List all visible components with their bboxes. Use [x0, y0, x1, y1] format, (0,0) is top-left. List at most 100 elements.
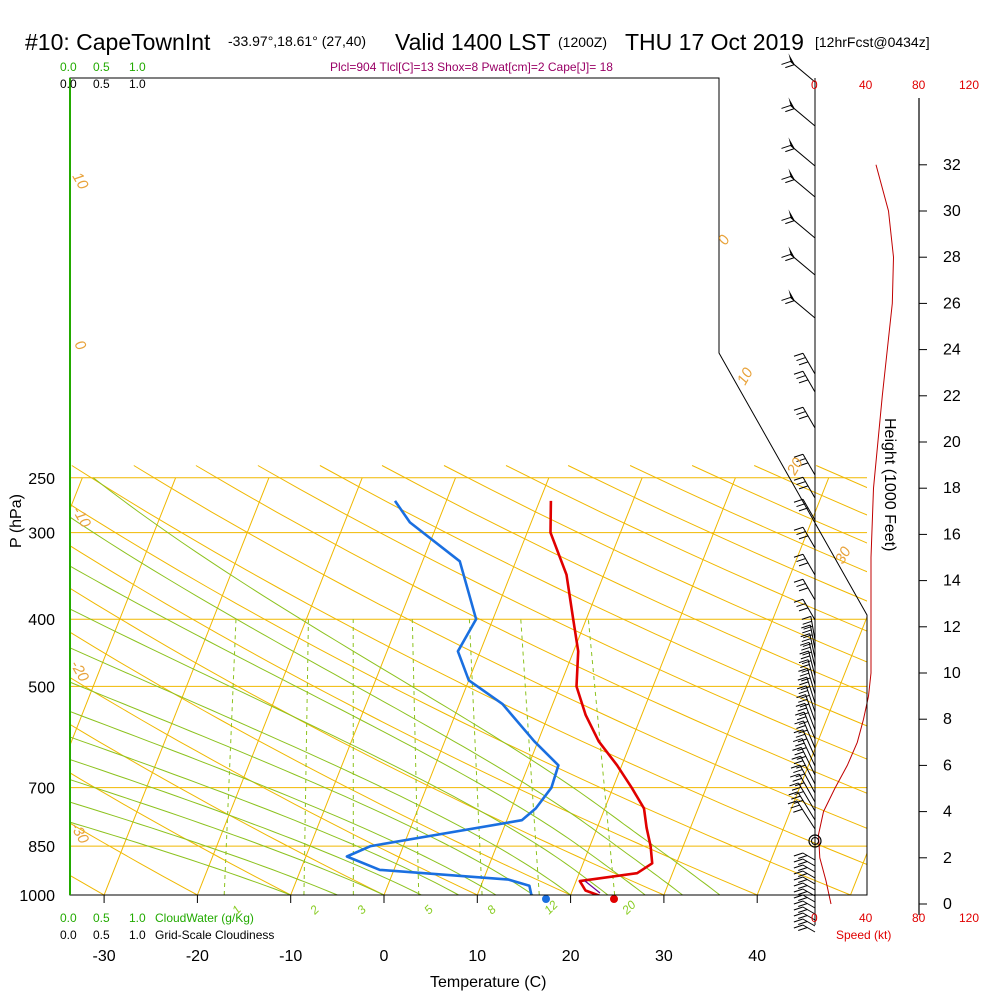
height-tick-label: 20 — [943, 434, 961, 451]
wind-barb — [793, 852, 816, 861]
parcel-trace-line — [584, 880, 601, 894]
dry-adiabat-line — [257, 465, 867, 760]
wind-barb — [795, 702, 816, 731]
temperature-tick-label: -20 — [186, 948, 209, 965]
pressure-tick-label: 850 — [28, 839, 55, 856]
wind-barb — [801, 624, 816, 650]
station-coords: -33.97°,18.61° (27,40) — [228, 33, 366, 49]
temperature-tick-label: 40 — [748, 948, 766, 965]
mixing-ratio-label: 5 — [421, 902, 436, 917]
wind-barb — [793, 858, 816, 867]
wind-barb — [793, 729, 816, 758]
moist-adiabat-line — [70, 801, 338, 895]
height-tick-label: 32 — [943, 157, 961, 174]
wind-barb — [801, 615, 816, 641]
wind-barb — [781, 246, 816, 276]
wind-barb — [781, 168, 816, 198]
wind-barb — [789, 782, 816, 812]
height-tick-label: 12 — [943, 619, 961, 636]
mixing-ratio-line — [303, 619, 309, 895]
wind-barb — [793, 598, 816, 621]
temperature-tick-label: -10 — [279, 948, 302, 965]
height-tick-label: 6 — [943, 757, 952, 774]
wind-barb — [793, 876, 816, 885]
height-tick-label: 0 — [943, 896, 952, 913]
height-tick-label: 10 — [943, 665, 961, 682]
height-tick-label: 24 — [943, 342, 961, 359]
cloud-black-bottom-tick-2: 1.0 — [129, 928, 146, 942]
wind-barb — [793, 894, 816, 903]
moist-adiabat-line — [70, 821, 291, 895]
isotherm-label: 0 — [71, 338, 90, 354]
isotherm-line — [850, 851, 867, 895]
wind-barb — [793, 526, 816, 549]
cloud-black-tick-0: 0.0 — [60, 77, 77, 91]
moist-adiabat-line — [70, 681, 534, 895]
dry-adiabat-line — [381, 465, 867, 695]
speed-bottom-tick-2: 80 — [912, 911, 926, 925]
mixing-ratio-label: 8 — [484, 902, 499, 917]
wind-barb — [797, 676, 816, 704]
wind-barb — [793, 870, 816, 879]
cloud-green-tick-2: 1.0 — [129, 60, 146, 74]
height-tick-label: 8 — [943, 711, 952, 728]
wind-barb — [795, 711, 816, 740]
isotherm-label: 10 — [69, 170, 92, 194]
moist-adiabat-line — [70, 608, 609, 895]
wind-barb — [800, 641, 816, 668]
wind-speed-line — [817, 164, 895, 905]
speed-top-tick-1: 40 — [859, 78, 873, 92]
temperature-tick-label: 10 — [468, 948, 486, 965]
height-tick-label: 2 — [943, 850, 952, 867]
wind-barb — [793, 352, 816, 375]
wind-barb — [793, 553, 816, 576]
wind-barb — [781, 209, 816, 239]
pressure-tick-label: 300 — [28, 526, 55, 543]
dry-adiabat-line — [567, 465, 867, 602]
height-axis-title: Height (1000 Feet) — [881, 418, 898, 551]
dry-adiabat-line — [70, 772, 291, 895]
cloud-green-tick-0: 0.0 — [60, 60, 77, 74]
moist-adiabat-line — [70, 516, 683, 895]
dry-adiabat-line — [70, 822, 198, 895]
dry-adiabat-line — [70, 545, 758, 895]
forecast-date: THU 17 Oct 2019 — [625, 29, 804, 55]
wind-barb — [793, 900, 816, 909]
wind-barb — [781, 137, 816, 167]
wind-barb — [799, 650, 816, 677]
temperature-tick-label: 0 — [380, 948, 389, 965]
speed-bottom-tick-3: 120 — [959, 911, 979, 925]
isotherm-label: 20 — [783, 454, 807, 478]
wind-barb — [793, 370, 816, 393]
mixing-ratio-label: 2 — [307, 902, 323, 918]
wind-barb — [793, 912, 816, 921]
dry-adiabat-line — [70, 723, 385, 895]
dry-adiabat-line — [70, 503, 851, 895]
wind-barb — [781, 97, 816, 127]
pressure-tick-label: 500 — [28, 679, 55, 696]
isotherm-label: -10 — [69, 504, 95, 532]
dry-adiabat-line — [70, 676, 478, 895]
wind-barb — [798, 659, 816, 686]
dry-adiabat-line — [319, 465, 867, 727]
cloud-green-bottom-tick-0: 0.0 — [60, 911, 77, 925]
moist-adiabat-line — [70, 565, 646, 895]
cloud-black-bottom-tick-0: 0.0 — [60, 928, 77, 942]
temperature-tick-label: 20 — [562, 948, 580, 965]
wind-barb — [793, 453, 816, 476]
height-tick-label: 14 — [943, 573, 961, 590]
wind-barb — [793, 882, 816, 891]
wind-barb — [796, 694, 816, 722]
isotherm-line — [290, 477, 456, 895]
dry-adiabat-line — [443, 465, 867, 663]
dry-adiabat-line — [505, 465, 867, 632]
cloud-black-tick-2: 1.0 — [129, 77, 146, 91]
cloud-black-tick-1: 0.5 — [93, 77, 110, 91]
isotherm-label: 0 — [715, 232, 734, 248]
cloudwater-label: CloudWater (g/Kg) — [155, 911, 254, 925]
pressure-tick-label: 700 — [28, 781, 55, 798]
dry-adiabat-line — [70, 587, 665, 895]
speed-axis-label: Speed (kt) — [836, 928, 891, 942]
height-tick-label: 4 — [943, 804, 952, 821]
